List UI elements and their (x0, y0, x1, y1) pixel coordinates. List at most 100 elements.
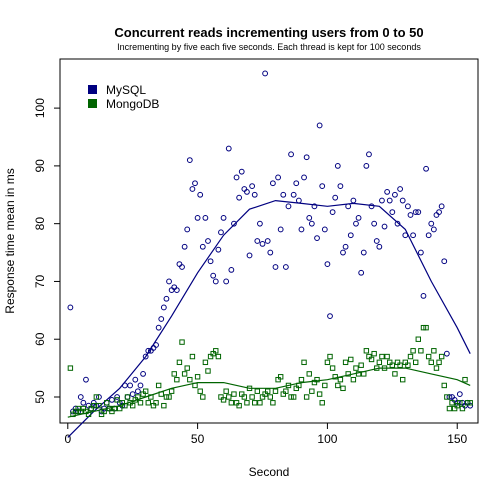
point-mysql (417, 249, 424, 256)
point-mysql (290, 191, 297, 198)
point-mysql (186, 157, 193, 164)
x-tick-label: 150 (447, 432, 467, 446)
point-mongodb (322, 382, 328, 389)
point-mysql (264, 238, 271, 244)
legend: MySQL MongoDB (88, 83, 159, 111)
point-mongodb (319, 400, 325, 406)
point-mongodb (353, 365, 359, 371)
point-mongodb (301, 359, 307, 366)
point-mysql (353, 220, 359, 227)
point-mysql (223, 278, 230, 285)
point-mongodb (226, 394, 232, 400)
point-mysql (238, 168, 245, 175)
point-mongodb (431, 348, 437, 354)
point-mongodb (93, 394, 100, 400)
legend-label-mysql: MySQL (106, 83, 146, 97)
point-mysql (181, 243, 188, 250)
point-mongodb (332, 374, 338, 380)
point-mongodb (252, 400, 258, 406)
point-mysql (83, 376, 89, 383)
point-mysql (420, 292, 427, 299)
point-mysql (392, 191, 398, 198)
point-mysql (254, 238, 261, 244)
point-mysql (282, 264, 289, 270)
point-mongodb (194, 374, 201, 380)
point-mongodb (202, 359, 209, 366)
point-mysql (205, 238, 211, 244)
point-mongodb (290, 394, 297, 400)
point-mongodb (96, 402, 102, 409)
point-mongodb (257, 400, 263, 406)
point-mongodb (379, 353, 385, 360)
point-mongodb (412, 359, 419, 366)
point-mysql (218, 229, 224, 236)
point-mysql (129, 391, 136, 398)
point-mysql (298, 226, 305, 233)
point-mysql (410, 232, 416, 239)
point-mongodb (355, 371, 362, 377)
point-mysql (327, 313, 333, 320)
point-mysql (443, 350, 450, 357)
point-mysql (158, 316, 165, 322)
point-mongodb (303, 394, 310, 400)
point-mongodb (467, 400, 473, 406)
point-mongodb (358, 362, 364, 368)
point-mysql (347, 232, 354, 239)
y-tick-label: 100 (33, 98, 47, 118)
point-mysql (249, 183, 256, 190)
point-mysql (246, 252, 253, 259)
point-mongodb (400, 376, 406, 383)
point-mongodb (236, 402, 242, 409)
point-mysql (199, 243, 206, 250)
legend-swatch-mongodb (88, 99, 97, 108)
point-mongodb (231, 391, 237, 397)
point-mysql (301, 174, 307, 181)
point-mongodb (436, 359, 442, 366)
point-mongodb (254, 388, 261, 394)
point-mysql (311, 203, 318, 210)
point-mongodb (155, 382, 162, 389)
point-mongodb (433, 365, 440, 371)
point-mysql (407, 212, 414, 218)
y-tick-label: 50 (33, 390, 47, 404)
point-mongodb (272, 388, 279, 394)
point-mysql (269, 180, 276, 187)
legend-label-mongodb: MongoDB (106, 97, 159, 111)
point-mongodb (137, 400, 144, 406)
point-mongodb (309, 388, 315, 394)
point-mysql (173, 287, 180, 294)
y-axis-label: Response time mean in ms (3, 168, 17, 313)
point-mongodb (213, 348, 219, 354)
point-mongodb (459, 405, 466, 412)
point-mongodb (200, 394, 206, 400)
point-mysql (275, 174, 281, 181)
point-mongodb (283, 388, 289, 394)
point-mysql (456, 391, 463, 398)
point-mongodb (410, 348, 416, 354)
point-mysql (332, 194, 339, 201)
point-mysql (228, 266, 235, 273)
point-mysql (212, 278, 219, 285)
point-mysql (231, 220, 237, 227)
point-mysql (319, 183, 326, 190)
point-mysql (189, 186, 196, 192)
point-mysql (244, 188, 250, 195)
point-mysql (207, 258, 214, 265)
x-tick-label: 0 (64, 432, 71, 446)
point-mysql (441, 258, 448, 265)
point-mongodb (423, 324, 429, 331)
point-mysql (394, 220, 401, 227)
point-mongodb (376, 359, 383, 366)
point-mongodb (371, 350, 377, 357)
point-mysql (436, 209, 442, 216)
point-mongodb (345, 371, 351, 377)
point-mysql (316, 122, 323, 129)
point-mongodb (277, 374, 284, 380)
point-mongodb (241, 394, 248, 400)
point-mysql (412, 209, 419, 216)
point-mysql (337, 183, 344, 190)
point-mongodb (444, 394, 450, 400)
point-mongodb (228, 400, 235, 406)
y-tick-label: 80 (33, 217, 47, 231)
